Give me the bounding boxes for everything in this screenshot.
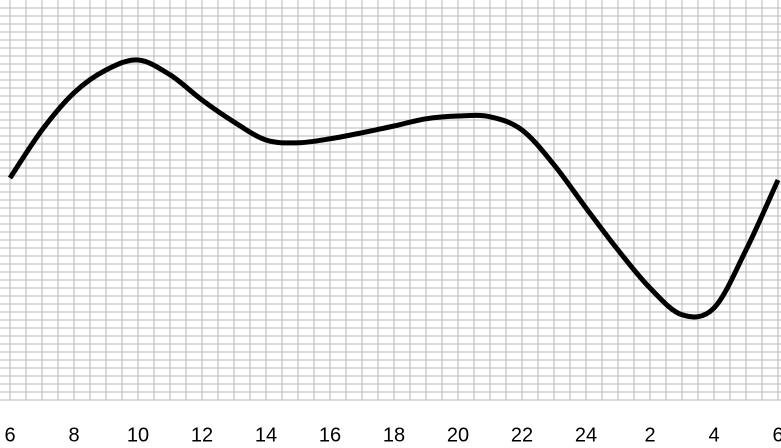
x-tick-label: 8 (68, 424, 79, 446)
x-tick-label: 24 (575, 424, 597, 446)
x-tick-label: 16 (319, 424, 341, 446)
x-tick-label: 2 (644, 424, 655, 446)
x-tick-label: 22 (511, 424, 533, 446)
x-tick-label: 10 (127, 424, 149, 446)
x-tick-label: 4 (708, 424, 719, 446)
chart: 681012141618202224246 (0, 0, 781, 448)
x-tick-label: 18 (383, 424, 405, 446)
x-tick-label: 6 (4, 424, 15, 446)
page: {"chart_data": {"type": "line", "categor… (0, 0, 781, 448)
x-tick-label: 6 (772, 424, 781, 446)
x-tick-label: 12 (191, 424, 213, 446)
x-tick-label: 14 (255, 424, 277, 446)
x-tick-label: 20 (447, 424, 469, 446)
